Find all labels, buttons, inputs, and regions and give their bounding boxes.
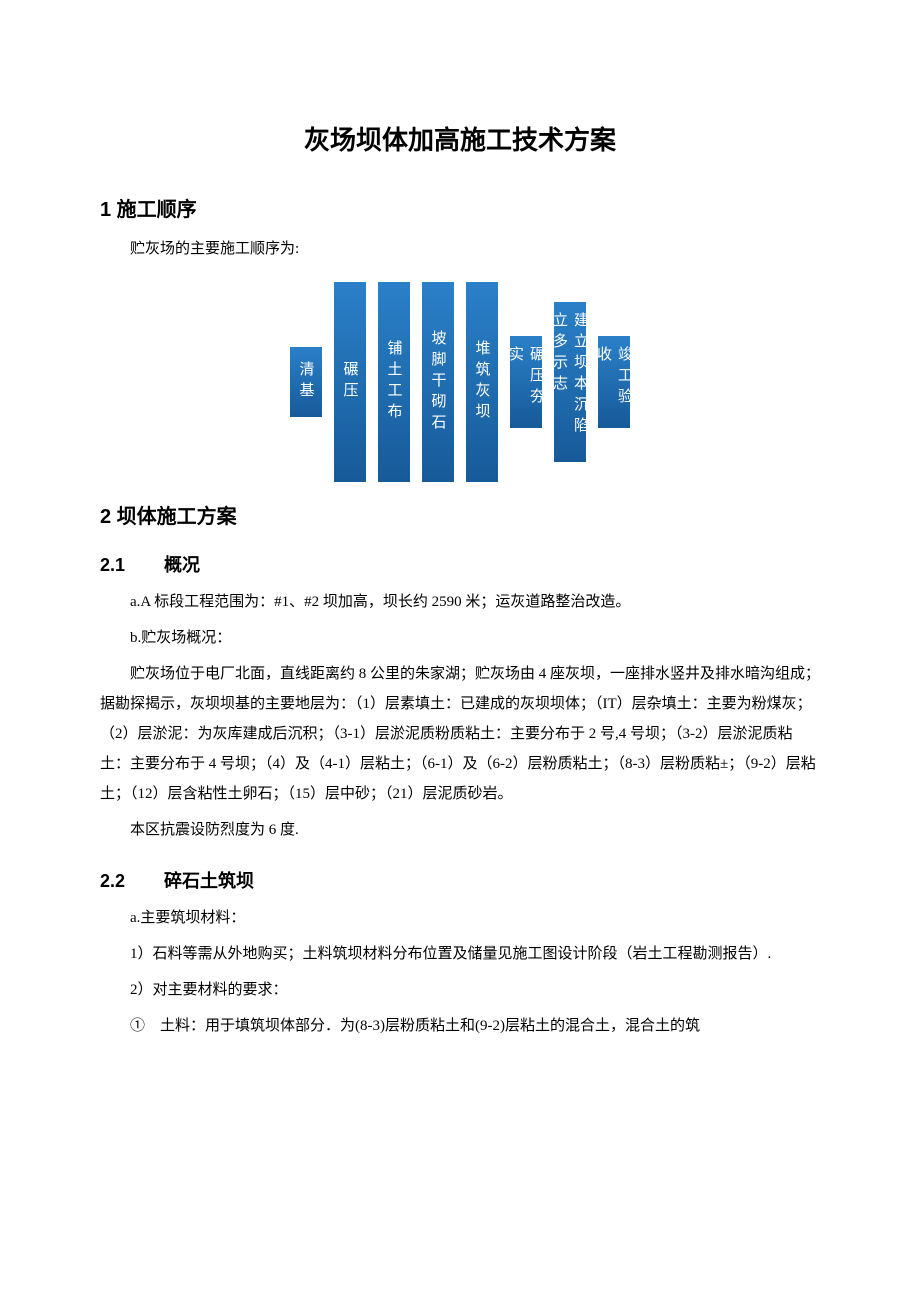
- doc-title: 灰场坝体加高施工技术方案: [100, 120, 820, 157]
- s2-1-body1: 贮灰场位于电厂北面，直线距离约 8 公里的朱家湖；贮灰场由 4 座灰坝，一座排水…: [100, 659, 820, 809]
- flow-step: 建立坝本沉陷立多示志: [554, 302, 586, 462]
- s2-1-body2: 本区抗震设防烈度为 6 度.: [100, 815, 820, 845]
- document-page: 灰场坝体加高施工技术方案 1 施工顺序 贮灰场的主要施工顺序为: 清基碾压铺土工…: [0, 0, 920, 1301]
- section-2-1-num: 2.1: [100, 555, 164, 576]
- section-2-1-title: 概况: [164, 555, 200, 575]
- flow-step: 碾压夯实: [510, 336, 542, 428]
- section-2-2-heading: 2.2碎石土筑坝: [100, 867, 820, 893]
- section-2-heading: 2 坝体施工方案: [100, 500, 820, 529]
- flow-step: 碾压: [334, 282, 366, 482]
- section-2-2-title: 碎石土筑坝: [164, 871, 254, 891]
- section-1-intro: 贮灰场的主要施工顺序为:: [100, 234, 820, 264]
- s2-2-p-1: 1）石料等需从外地购买；土料筑坝材料分布位置及储量见施工图设计阶段（岩土工程勘测…: [100, 939, 820, 969]
- flow-step: 坡脚干砌石: [422, 282, 454, 482]
- s2-2-item-1: ① 土料：用于填筑坝体部分．为(8-3)层粉质粘土和(9-2)层粘土的混合土，混…: [100, 1011, 820, 1041]
- section-2-2-num: 2.2: [100, 871, 164, 892]
- section-2-1-heading: 2.1概况: [100, 551, 820, 577]
- s2-2-p-2: 2）对主要材料的要求：: [100, 975, 820, 1005]
- s2-1-p-b: b.贮灰场概况：: [100, 623, 820, 653]
- s2-1-p-a: a.A 标段工程范围为：#1、#2 坝加高，坝长约 2590 米；运灰道路整治改…: [100, 587, 820, 617]
- s2-2-p-a: a.主要筑坝材料：: [100, 903, 820, 933]
- flow-step: 堆筑灰坝: [466, 282, 498, 482]
- flow-step: 清基: [290, 347, 322, 417]
- flow-step: 竣工验收: [598, 336, 630, 428]
- construction-sequence-flowchart: 清基碾压铺土工布坡脚干砌石堆筑灰坝碾压夯实建立坝本沉陷立多示志竣工验收: [100, 282, 820, 482]
- section-1-heading: 1 施工顺序: [100, 193, 820, 222]
- flow-step: 铺土工布: [378, 282, 410, 482]
